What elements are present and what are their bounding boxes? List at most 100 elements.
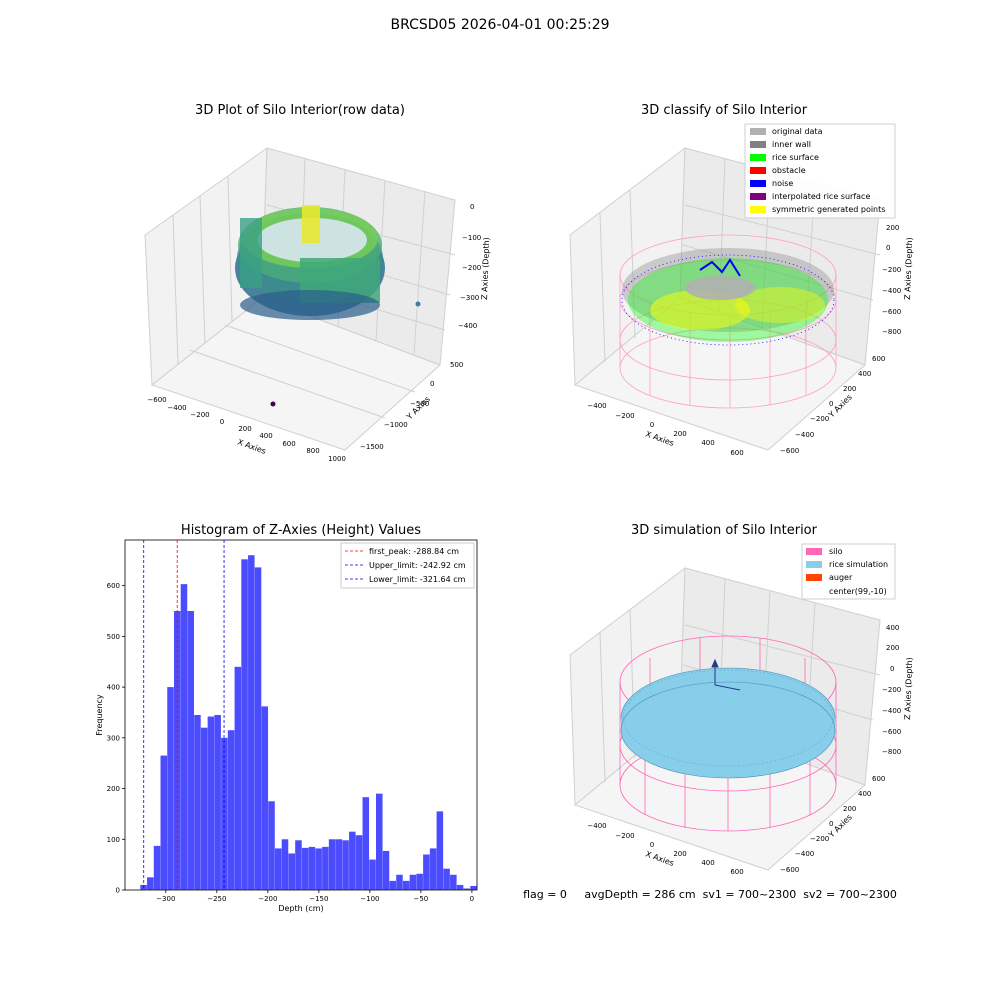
histogram-bar <box>429 848 437 890</box>
tick-label: 0 <box>220 418 224 426</box>
tick-label: −200 <box>810 835 829 843</box>
raw-x-axis-label: X Axies <box>236 437 267 456</box>
histogram-bar <box>402 880 410 890</box>
tick-label: −800 <box>882 748 901 756</box>
legend-label: Lower_limit: -321.64 cm <box>369 575 466 584</box>
histogram-x-ticks: −300 −250 −200 −150 −100 −50 0 <box>156 890 474 903</box>
histogram-bar <box>274 848 282 890</box>
tick-label: 600 <box>872 355 885 363</box>
classify-panel-title: 3D classify of Silo Interior <box>640 103 808 118</box>
y-tick-label: 400 <box>107 684 120 692</box>
raw-panel-title: 3D Plot of Silo Interior(row data) <box>195 103 405 118</box>
tick-label: −500 <box>410 400 429 408</box>
simulation-z-ticks: 400 200 0 −200 −400 −600 −800 <box>882 624 901 756</box>
histogram-bar <box>396 874 403 890</box>
simulation-x-axis-label: X Axies <box>644 849 675 868</box>
histogram-bar <box>234 666 242 890</box>
tick-label: 500 <box>450 361 463 369</box>
histogram-bar <box>443 868 450 890</box>
tick-label: 200 <box>886 224 899 232</box>
tick-label: −600 <box>882 728 901 736</box>
tick-label: 600 <box>730 449 743 457</box>
histogram-legend: first_peak: -288.84 cm Upper_limit: -242… <box>340 542 475 589</box>
histogram-bar <box>315 848 322 890</box>
histogram-bar <box>221 737 228 890</box>
tick-label: 200 <box>673 430 686 438</box>
histogram-bar <box>288 853 295 890</box>
histogram-bar <box>436 811 444 890</box>
tick-label: 200 <box>886 644 899 652</box>
tick-label: 600 <box>872 775 885 783</box>
histogram-bar <box>214 715 221 890</box>
legend-swatch <box>750 128 766 135</box>
tick-label: 1000 <box>328 455 346 463</box>
tick-label: −200 <box>190 411 209 419</box>
histogram-bar <box>241 559 248 890</box>
tick-label: 600 <box>282 440 295 448</box>
classify-point-cloud <box>621 248 835 346</box>
figure-title: BRCSD05 2026-04-01 00:25:29 <box>390 17 610 33</box>
histogram-bar <box>470 885 477 890</box>
classify-z-ticks: 200 0 −200 −400 −600 −800 <box>882 224 901 336</box>
legend-swatch <box>750 154 766 161</box>
histogram-bar <box>248 555 255 890</box>
histogram-bar <box>308 846 316 890</box>
histogram-bar <box>322 846 329 890</box>
tick-label: 600 <box>730 868 743 876</box>
histogram-bar <box>200 727 208 890</box>
legend-label: symmetric generated points <box>772 205 885 214</box>
simulation-3d-plot: −400 −200 0 200 400 600 X Axies 600 400 … <box>569 543 914 876</box>
tick-label: −200 <box>615 832 634 840</box>
simulation-x-ticks: −400 −200 0 200 400 600 <box>587 822 743 876</box>
legend-swatch <box>750 180 766 187</box>
histogram-bar <box>301 847 309 890</box>
simulation-legend: silo rice simulation auger center(99,-10… <box>801 543 896 600</box>
tick-label: 0 <box>650 421 654 429</box>
histogram-bar <box>355 835 363 890</box>
histogram-y-ticks: 0 100 200 300 400 500 600 <box>107 582 125 895</box>
legend-swatch <box>750 206 766 213</box>
histogram-bar <box>153 845 161 890</box>
tick-label: 400 <box>858 790 871 798</box>
legend-label: inner wall <box>772 140 811 149</box>
histogram-bar <box>342 840 349 890</box>
tick-label: 0 <box>890 665 894 673</box>
histogram-bar <box>409 874 417 890</box>
tick-label: −100 <box>462 234 481 242</box>
tick-label: −400 <box>587 822 606 830</box>
legend-label: auger <box>829 573 853 582</box>
tick-label: 200 <box>238 425 251 433</box>
tick-label: −600 <box>780 447 799 455</box>
tick-label: −1000 <box>384 421 408 429</box>
tick-label: −1500 <box>360 443 384 451</box>
legend-swatch <box>806 548 822 555</box>
x-tick-label: −100 <box>360 895 379 903</box>
tick-label: −600 <box>147 396 166 404</box>
histogram-bar <box>349 831 356 890</box>
histogram-bar <box>147 877 154 890</box>
histogram-bar <box>254 567 262 890</box>
raw-y-ticks: 500 0 −500 −1000 −1500 <box>360 361 463 451</box>
histogram-x-axis-label: Depth (cm) <box>278 904 323 913</box>
x-tick-label: 0 <box>470 895 474 903</box>
histogram-bar <box>369 859 376 890</box>
histogram-bar <box>335 839 343 890</box>
tick-label: −400 <box>587 402 606 410</box>
tick-label: 400 <box>858 370 871 378</box>
summary-metrics: flag = 0 avgDepth = 286 cm sv1 = 700~230… <box>523 888 897 901</box>
classify-x-ticks: −400 −200 0 200 400 600 <box>587 402 743 457</box>
tick-label: −400 <box>795 431 814 439</box>
legend-swatch <box>806 561 822 568</box>
tick-label: 400 <box>886 624 899 632</box>
histogram-bar <box>227 730 235 890</box>
tick-label: −200 <box>810 415 829 423</box>
x-tick-label: −200 <box>258 895 277 903</box>
histogram-bar <box>456 884 464 890</box>
y-tick-label: 200 <box>107 785 120 793</box>
raw-3d-plot: −600 −400 −200 0 200 400 600 800 1000 X … <box>144 147 491 463</box>
tick-label: 200 <box>843 385 856 393</box>
histogram-bar <box>268 801 275 890</box>
raw-z-ticks: 0 −100 −200 −300 −400 <box>458 203 481 330</box>
tick-label: 200 <box>673 850 686 858</box>
histogram-bar <box>261 706 269 890</box>
